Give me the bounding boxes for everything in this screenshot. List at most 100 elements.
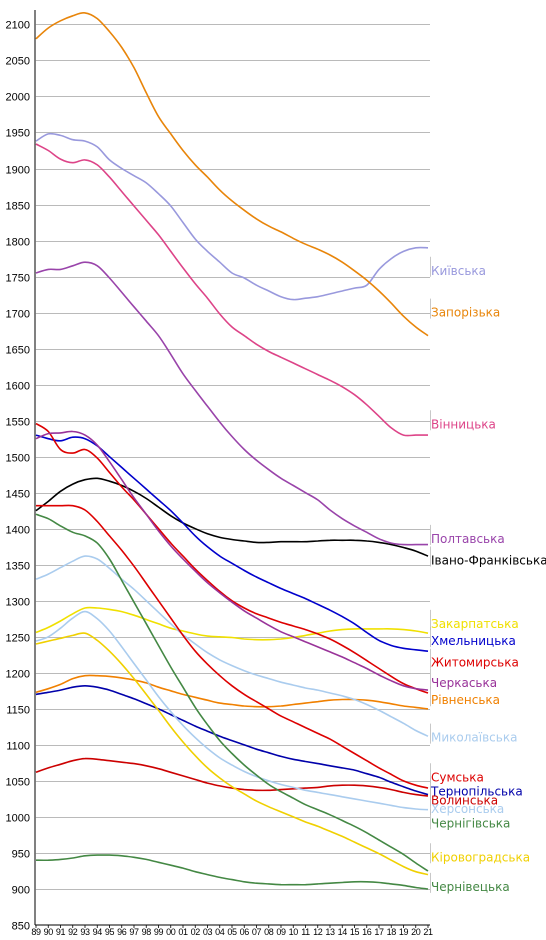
series-line <box>35 555 429 737</box>
series-label: Хмельницька <box>431 634 516 648</box>
x-tick-label: 95 <box>105 927 115 937</box>
x-tick-label: 94 <box>93 927 103 937</box>
series-line <box>35 685 429 796</box>
x-tick-label: 20 <box>411 927 421 937</box>
y-tick-label: 1650 <box>6 345 30 357</box>
x-tick-label: 03 <box>203 927 213 937</box>
y-tick-label: 1700 <box>6 309 30 321</box>
x-tick-label: 04 <box>215 927 225 937</box>
y-tick-label: 1400 <box>6 525 30 537</box>
series-label: Сумська <box>431 770 484 784</box>
y-tick-label: 900 <box>12 885 30 897</box>
series-line <box>35 854 429 890</box>
x-tick-label: 10 <box>289 927 299 937</box>
y-tick-label: 1150 <box>6 705 30 717</box>
x-tick-label: 21 <box>423 927 433 937</box>
series-label: Миколаївська <box>431 731 517 745</box>
x-tick-label: 08 <box>264 927 274 937</box>
y-tick-label: 1350 <box>6 561 30 573</box>
x-tick-label: 97 <box>129 927 139 937</box>
x-tick-label: 96 <box>117 927 127 937</box>
series-label: Запорізька <box>431 306 500 320</box>
y-tick-label: 1300 <box>6 597 30 609</box>
series-line <box>35 757 429 797</box>
y-tick-label: 1850 <box>6 201 30 213</box>
x-tick-label: 13 <box>325 927 335 937</box>
x-tick-label: 06 <box>240 927 250 937</box>
x-tick-label: 16 <box>362 927 372 937</box>
y-tick-label: 2100 <box>6 20 30 32</box>
series-line <box>36 504 429 789</box>
x-tick-label: 91 <box>56 927 66 937</box>
y-tick-label: 950 <box>12 849 30 861</box>
x-tick-label: 01 <box>178 927 188 937</box>
x-tick-label: 15 <box>350 927 360 937</box>
y-tick-label: 1450 <box>6 489 30 501</box>
y-tick-label: 1600 <box>6 381 30 393</box>
series-label: Житомирська <box>431 656 519 670</box>
x-tick-label: 98 <box>142 927 152 937</box>
x-tick-label: 05 <box>227 927 237 937</box>
series-line <box>35 434 429 652</box>
x-tick-label: 09 <box>276 927 286 937</box>
x-tick-label: 12 <box>313 927 323 937</box>
series-line <box>35 513 429 872</box>
x-axis-tick-labels: 89 90 91 92 93 94 95 96 97 98 99 00 01 02 03 04 05 06 07 08… <box>31 927 433 937</box>
y-tick-label: 850 <box>12 921 30 933</box>
series-label: Полтавська <box>431 532 505 546</box>
y-tick-label: 1200 <box>6 669 30 681</box>
series-line <box>35 477 429 557</box>
series-line <box>35 674 429 710</box>
x-tick-label: 07 <box>252 927 262 937</box>
x-tick-label: 11 <box>301 927 310 937</box>
series-line <box>35 606 429 641</box>
series-label: Чернігівська <box>431 816 510 830</box>
series-line <box>35 632 429 876</box>
x-tick-label: 14 <box>338 927 348 937</box>
series-line <box>35 430 429 691</box>
x-tick-label: 02 <box>191 927 201 937</box>
x-tick-label: 93 <box>80 927 90 937</box>
series-label: Київська <box>431 264 486 278</box>
y-tick-label: 2050 <box>6 56 30 68</box>
x-tick-label: 92 <box>68 927 78 937</box>
series-line <box>35 143 428 437</box>
x-tick-label: 99 <box>154 927 164 937</box>
x-tick-label: 90 <box>44 927 54 937</box>
series-label: Тернопільська <box>430 785 523 799</box>
y-tick-label: 1550 <box>6 417 30 429</box>
y-tick-label: 2000 <box>6 92 30 104</box>
y-tick-label: 1000 <box>6 813 30 825</box>
y-tick-label: 1050 <box>6 777 30 789</box>
series-line <box>35 422 429 694</box>
series-label: Херсонська <box>431 802 504 816</box>
y-axis-tick-labels: 850 900 950 1000 1050 1100 1150 1200 1250 1300 135… <box>6 20 30 933</box>
series-label: Чернівецька <box>431 880 510 894</box>
series-line <box>35 132 429 301</box>
y-tick-label: 1900 <box>6 165 30 177</box>
y-tick-label: 1950 <box>6 128 30 140</box>
x-tick-label: 89 <box>31 927 41 937</box>
series-label: Рівненська <box>431 693 500 707</box>
series-label: Волинська <box>431 793 498 807</box>
x-tick-label: 00 <box>166 927 176 937</box>
x-tick-label: 19 <box>399 927 409 937</box>
series-label: Івано-Франківська <box>431 553 546 567</box>
series-line <box>35 261 428 546</box>
series-labels: Київська Запорізька Вінницька Полтавська Іва… <box>430 256 546 894</box>
series-label: Закарпатська <box>431 617 519 631</box>
series-label: Черкаська <box>431 676 497 690</box>
series-line <box>35 610 429 811</box>
gridlines <box>34 10 430 928</box>
x-tick-label: 18 <box>387 927 397 937</box>
series-line <box>35 12 429 337</box>
y-tick-label: 1100 <box>6 741 30 753</box>
series-lines <box>35 12 429 890</box>
x-tick-label: 17 <box>374 927 384 937</box>
y-tick-label: 1800 <box>6 237 30 249</box>
y-tick-label: 1500 <box>6 453 30 465</box>
series-label: Вінницька <box>431 417 496 431</box>
series-label: Кіровоградська <box>431 850 530 864</box>
y-tick-label: 1250 <box>6 633 30 645</box>
